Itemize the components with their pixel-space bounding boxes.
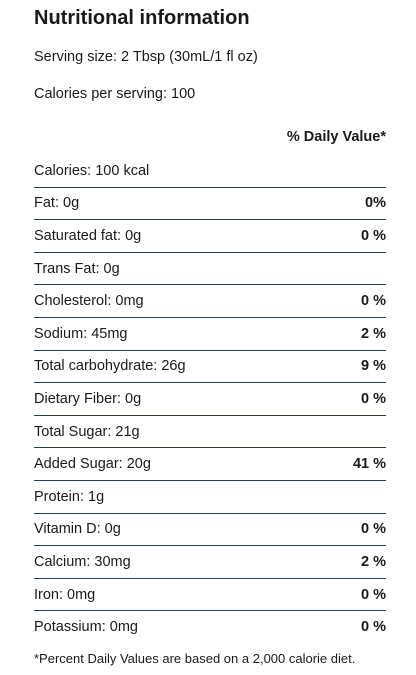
table-row: Potassium: 0mg 0 % [34, 611, 386, 643]
table-row: Saturated fat: 0g 0 % [34, 220, 386, 253]
table-row: Dietary Fiber: 0g 0 % [34, 383, 386, 416]
table-row: Trans Fat: 0g [34, 253, 386, 286]
table-row: Sodium: 45mg 2 % [34, 318, 386, 351]
daily-value: 0 % [361, 586, 386, 603]
footnote: *Percent Daily Values are based on a 2,0… [34, 651, 356, 666]
row-label: Saturated fat: 0g [34, 227, 142, 244]
table-row: Iron: 0mg 0 % [34, 579, 386, 612]
calories-per-serving: Calories per serving: 100 [34, 86, 196, 102]
title: Nutritional information [34, 7, 250, 29]
row-label: Potassium: 0mg [34, 619, 138, 636]
table-row: Cholesterol: 0mg 0 % [34, 285, 386, 318]
daily-value: 0 % [361, 293, 386, 310]
daily-value: 0 % [361, 390, 386, 407]
nutrition-table: Calories: 100 kcal Fat: 0g 0% Saturated fat… [34, 155, 386, 643]
daily-value: 2 % [361, 325, 386, 342]
row-label: Vitamin D: 0g [34, 521, 121, 538]
row-label: Trans Fat: 0g [34, 260, 120, 277]
row-label: Total carbohydrate: 26g [34, 358, 186, 375]
serving-size: Serving size: 2 Tbsp (30mL/1 fl oz) [34, 49, 258, 65]
table-row: Total carbohydrate: 26g 9 % [34, 351, 386, 384]
row-label: Calcium: 30mg [34, 553, 131, 570]
row-label: Dietary Fiber: 0g [34, 390, 142, 407]
daily-value: 0% [365, 195, 386, 212]
row-label: Total Sugar: 21g [34, 423, 140, 440]
row-label: Calories: 100 kcal [34, 162, 150, 179]
table-row: Calcium: 30mg 2 % [34, 546, 386, 579]
row-label: Sodium: 45mg [34, 325, 128, 342]
table-row: Vitamin D: 0g 0 % [34, 514, 386, 547]
daily-value: 2 % [361, 553, 386, 570]
row-label: Cholesterol: 0mg [34, 293, 144, 310]
row-label: Added Sugar: 20g [34, 456, 151, 473]
daily-value: 41 % [352, 456, 386, 473]
table-row: Calories: 100 kcal [34, 155, 386, 188]
daily-value: 0 % [361, 521, 386, 538]
row-label: Iron: 0mg [34, 586, 96, 603]
daily-value: 0 % [361, 619, 386, 636]
table-row: Added Sugar: 20g 41 % [34, 448, 386, 481]
row-label: Fat: 0g [34, 195, 80, 212]
table-header: % Daily Value* [286, 129, 386, 145]
table-row: Total Sugar: 21g [34, 416, 386, 449]
table-row: Fat: 0g 0% [34, 188, 386, 221]
daily-value: 0 % [361, 227, 386, 244]
row-label: Protein: 1g [34, 488, 105, 505]
table-row: Protein: 1g [34, 481, 386, 514]
daily-value: 9 % [361, 358, 386, 375]
